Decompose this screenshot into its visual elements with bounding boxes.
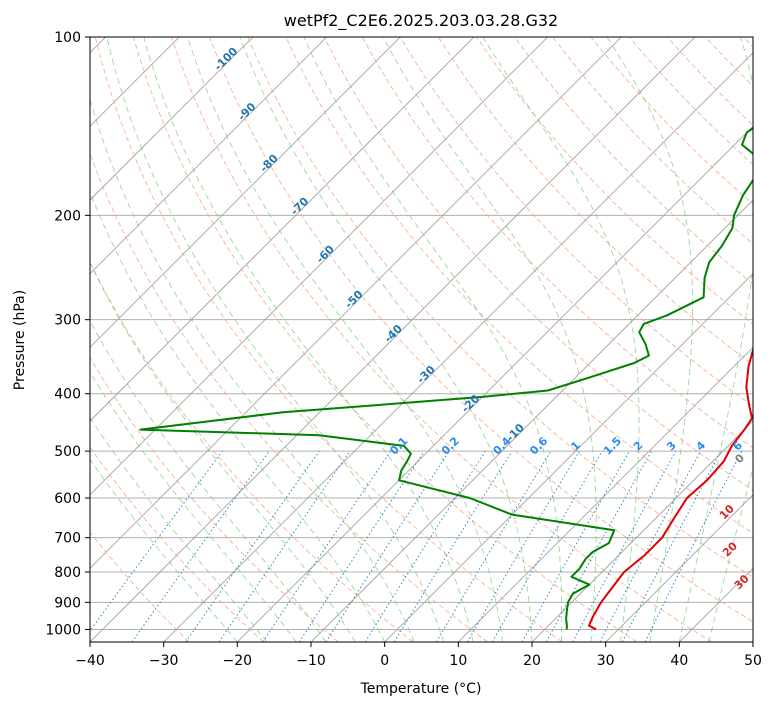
- isotherm-line: [90, 37, 548, 496]
- dewpoint-profile-line: [139, 126, 753, 630]
- mixing-ratio-line: [521, 450, 630, 642]
- x-tick-label: 40: [670, 653, 688, 669]
- moist-adiabat-line: [187, 37, 503, 642]
- y-tick-label: 400: [54, 387, 81, 403]
- dry-adiabat-line: [90, 356, 339, 642]
- x-tick-label: 0: [380, 653, 389, 669]
- y-tick-label: 700: [54, 531, 81, 547]
- moist-adiabat-line: [90, 97, 415, 642]
- isotherm-line: [90, 37, 327, 275]
- x-tick-label: −10: [296, 653, 326, 669]
- moist-adiabat-line: [239, 37, 533, 642]
- moist-adiabat-line: [90, 416, 268, 642]
- isotherm-line: [384, 273, 753, 642]
- mixing-ratio-line: [131, 450, 270, 642]
- x-tick-label: 50: [744, 653, 762, 669]
- y-tick-label: 1000: [45, 622, 81, 638]
- y-tick-label: 500: [54, 444, 81, 460]
- y-tick-label: 800: [54, 565, 81, 581]
- y-tick-label: 900: [54, 595, 81, 611]
- dry-adiabat-line: [94, 37, 563, 642]
- y-axis-title: Pressure (hPa): [12, 290, 28, 390]
- moist-adiabat-line: [90, 371, 297, 642]
- moist-adiabat-line: [143, 37, 474, 642]
- isotherm-line: [605, 494, 753, 642]
- dry-adiabat-line: [323, 37, 753, 491]
- isotherm-line: [458, 346, 753, 642]
- dry-adiabat-line: [438, 37, 753, 366]
- dry-adiabat-line: [90, 446, 264, 642]
- isotherm-line: [531, 420, 753, 642]
- moist-adiabat-line: [606, 37, 694, 642]
- y-tick-label: 300: [54, 313, 81, 329]
- chart-title: wetPf2_C2E6.2025.203.03.28.G32: [284, 11, 558, 31]
- dry-adiabat-line: [285, 37, 753, 535]
- moist-adiabat-line: [303, 37, 563, 642]
- isotherm-line: [90, 37, 622, 569]
- isotherm-line: [90, 37, 475, 422]
- dry-adiabat-line: [209, 37, 753, 623]
- x-tick-label: −40: [75, 653, 105, 669]
- mixing-ratio-line: [218, 450, 351, 642]
- moist-adiabat-line: [482, 37, 640, 642]
- grid-lines: [90, 36, 753, 630]
- x-tick-label: 30: [597, 653, 615, 669]
- isotherm-line: [90, 37, 401, 348]
- dry-adiabat-line: [361, 37, 753, 449]
- moist-adiabat-line: [382, 37, 597, 642]
- moist-adiabat-line: [708, 465, 753, 642]
- y-tick-label: 100: [54, 30, 81, 46]
- dry-adiabat-line: [514, 37, 753, 285]
- mixing-ratio-line: [262, 450, 392, 642]
- profile-series: [139, 126, 753, 631]
- mixing-ratio-line: [90, 450, 223, 632]
- dry-adiabat-line: [90, 531, 190, 642]
- moist-adiabat-line: [90, 458, 238, 642]
- moist-adiabat-line: [90, 261, 356, 642]
- dry-adiabat-line: [90, 152, 488, 642]
- mixing-ratio-line: [644, 450, 743, 642]
- mixing-ratio-line: [325, 450, 450, 642]
- moist-adiabat-line: [106, 37, 445, 642]
- x-tick-label: −30: [149, 653, 179, 669]
- dry-adiabat-line: [90, 261, 414, 642]
- mixing-ratio-line: [545, 450, 653, 642]
- plot-frame: [89, 36, 754, 643]
- dry-adiabat-label: 40: [750, 598, 770, 618]
- dry-adiabat-line: [171, 37, 712, 642]
- dry-adiabat-line: [132, 37, 638, 642]
- x-axis: −40 −30 −20 −10 0 10 20 30 40 50: [75, 642, 762, 669]
- moist-adiabat-line: [678, 37, 753, 642]
- temperature-profile-line: [588, 346, 753, 631]
- x-tick-label: −20: [223, 653, 253, 669]
- isotherm-line: [163, 52, 753, 642]
- y-tick-label: 200: [54, 208, 81, 224]
- moist-adiabat-line: [90, 190, 386, 642]
- x-tick-label: 10: [449, 653, 467, 669]
- y-tick-label: 600: [54, 491, 81, 507]
- mixing-ratio-line: [572, 450, 677, 642]
- y-axis: 100 200 300 400 500 600 700 800 900 1000: [45, 30, 90, 638]
- thermodynamic-background: [90, 37, 753, 642]
- moist-adiabat-line: [90, 320, 327, 642]
- dry-adiabat-line: [247, 37, 753, 578]
- mixing-ratio-line: [185, 450, 320, 642]
- isotherm-line: [90, 37, 696, 642]
- x-tick-label: 20: [523, 653, 541, 669]
- x-axis-title: Temperature (°C): [360, 681, 482, 697]
- isotherm-line: [237, 125, 753, 642]
- isotherm-line: [90, 37, 254, 201]
- dry-adiabat-line: [399, 37, 753, 407]
- mixing-ratio-line: [393, 450, 513, 642]
- mixing-ratio-line: [298, 450, 425, 642]
